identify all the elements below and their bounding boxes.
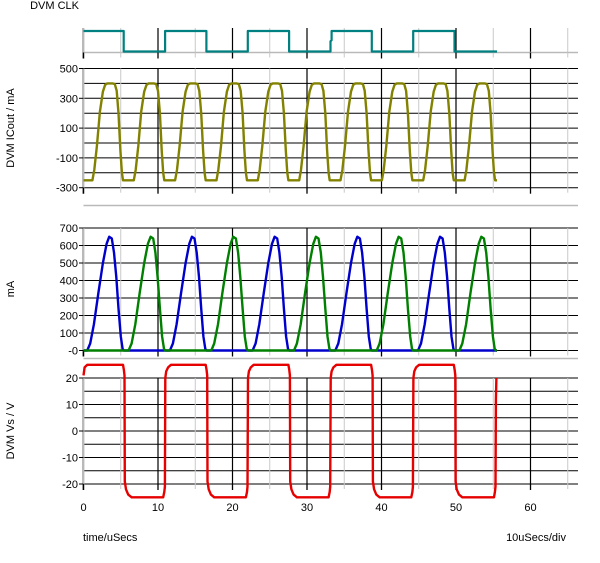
icout-axis-label: DVM ICout / mA bbox=[5, 88, 17, 168]
x-tick-label: 10 bbox=[152, 502, 164, 514]
x-tick-label: 50 bbox=[450, 502, 462, 514]
ma-ytick-label: 200 bbox=[60, 311, 78, 323]
diode2-trace bbox=[83, 235, 498, 352]
icout-ytick-label: 300 bbox=[60, 93, 78, 105]
icout-ytick-label: -100 bbox=[56, 153, 78, 165]
ICout-trace bbox=[83, 82, 497, 182]
x-tick-label: 60 bbox=[524, 502, 536, 514]
vs-ytick-label: -20 bbox=[62, 479, 78, 491]
clock-trace bbox=[83, 29, 497, 53]
vs-ytick-label: 20 bbox=[66, 373, 78, 385]
x-tick-label: 30 bbox=[301, 502, 313, 514]
ma-ytick-label: 400 bbox=[60, 276, 78, 288]
ma-ytick-label: 300 bbox=[60, 293, 78, 305]
ma-ytick-label: 100 bbox=[60, 328, 78, 340]
icout-ytick-label: 100 bbox=[60, 123, 78, 135]
x-tick-label: 40 bbox=[375, 502, 387, 514]
vs-ytick-label: 10 bbox=[66, 400, 78, 412]
ma-ytick-label: 600 bbox=[60, 241, 78, 253]
ma-axis-label: mA bbox=[5, 280, 17, 298]
vs-ytick-label: -10 bbox=[62, 453, 78, 465]
icout-ytick-label: 500 bbox=[60, 64, 78, 76]
ma-ytick-label: -0 bbox=[68, 346, 78, 358]
x-tick-label: 20 bbox=[226, 502, 238, 514]
ma-ytick-label: 500 bbox=[60, 258, 78, 270]
icout-ytick-label: -300 bbox=[56, 183, 78, 195]
diode1-trace bbox=[83, 235, 497, 352]
clk-trace-label: DVM CLK bbox=[30, 0, 79, 12]
time-per-div-label: 10uSecs/div bbox=[506, 532, 566, 544]
time-axis-label: time/uSecs bbox=[83, 532, 138, 544]
Vs-trace bbox=[82, 363, 498, 499]
vs-axis-label: DVM Vs / V bbox=[5, 402, 17, 460]
vs-ytick-label: 0 bbox=[72, 426, 78, 438]
x-tick-label: 0 bbox=[80, 502, 86, 514]
ma-ytick-label: 700 bbox=[60, 223, 78, 235]
